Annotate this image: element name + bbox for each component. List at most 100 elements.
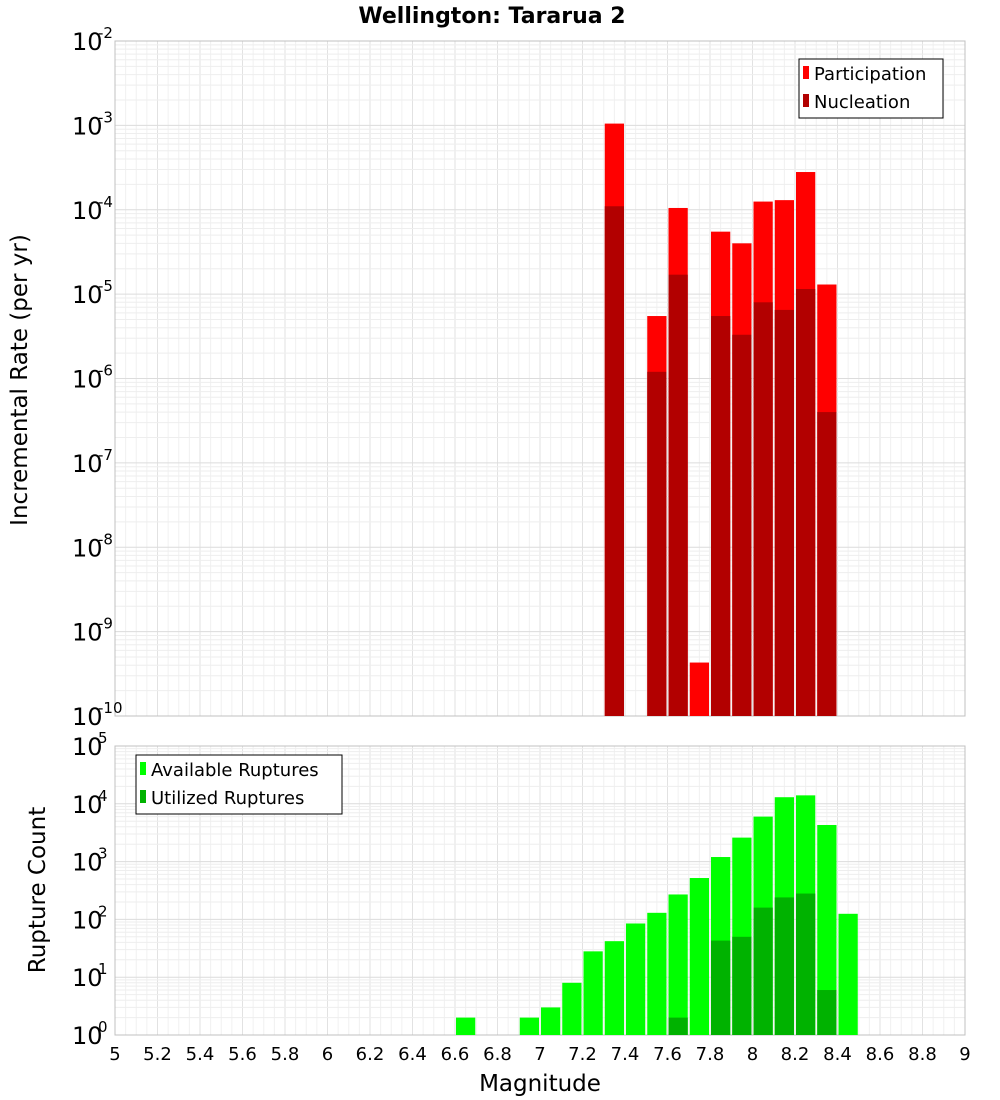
top-bar-nucleation	[796, 289, 816, 716]
svg-text:-7: -7	[98, 446, 113, 464]
bottom-bar-utilized-ruptures	[668, 1017, 688, 1035]
bottom-y-tick-label: 104	[72, 787, 108, 819]
bottom-bar-available-ruptures	[626, 923, 646, 1035]
x-tick-label: 8.6	[866, 1044, 895, 1065]
legend-label-available: Available Ruptures	[151, 760, 319, 781]
top-y-tick-label: 10-8	[72, 530, 113, 562]
bottom-bar-available-ruptures	[668, 894, 688, 1035]
legend-swatch-available	[140, 762, 146, 775]
top-bar-nucleation	[732, 334, 752, 716]
top-y-tick-label: 10-9	[72, 615, 113, 647]
svg-text:3: 3	[98, 845, 108, 863]
x-tick-label: 8.2	[781, 1044, 810, 1065]
svg-text:-5: -5	[98, 277, 113, 295]
svg-text:-8: -8	[98, 530, 113, 548]
x-tick-label: 7.2	[568, 1044, 597, 1065]
top-y-tick-label: 10-3	[72, 108, 113, 140]
bottom-bar-available-ruptures	[583, 951, 603, 1035]
bottom-bar-available-ruptures	[519, 1017, 539, 1035]
x-tick-label: 8.8	[908, 1044, 937, 1065]
svg-text:-2: -2	[98, 24, 113, 42]
top-plot-area	[114, 40, 966, 717]
svg-text:0: 0	[98, 1018, 108, 1036]
svg-text:10: 10	[72, 112, 103, 140]
x-tick-label: 7	[534, 1044, 545, 1065]
svg-text:10: 10	[72, 703, 103, 731]
bottom-bars	[456, 795, 858, 1035]
bottom-y-tick-label: 100	[72, 1018, 108, 1050]
bottom-bar-available-ruptures	[647, 912, 667, 1035]
legend-label-utilized: Utilized Ruptures	[151, 788, 304, 809]
svg-text:10: 10	[72, 619, 103, 647]
bottom-bar-available-ruptures	[541, 1007, 561, 1035]
top-bar-nucleation	[711, 316, 731, 716]
svg-text:-6: -6	[98, 362, 113, 380]
svg-text:5: 5	[98, 729, 108, 747]
svg-text:10: 10	[72, 733, 103, 761]
bottom-legend: Available Ruptures Utilized Ruptures	[135, 754, 343, 815]
svg-text:-3: -3	[98, 108, 113, 126]
svg-text:10: 10	[72, 534, 103, 562]
x-ticks: 5 5.2 5.4 5.6 5.8 6 6.2 6.4 6.6 6.8 7 7.2 7.4 7.6 7.8 8…	[109, 1044, 970, 1065]
svg-text:4: 4	[98, 787, 108, 805]
svg-text:10: 10	[72, 281, 103, 309]
bottom-plot-area	[114, 745, 966, 1036]
top-bar-nucleation	[753, 302, 773, 716]
top-bar-nucleation	[817, 412, 837, 716]
x-tick-label: 6	[322, 1044, 333, 1065]
x-tick-label: 5.8	[271, 1044, 300, 1065]
svg-text:10: 10	[72, 791, 103, 819]
bottom-bar-utilized-ruptures	[711, 940, 731, 1035]
x-tick-label: 7.4	[611, 1044, 640, 1065]
legend-label-participation: Participation	[814, 64, 926, 85]
legend-swatch-utilized	[140, 790, 146, 803]
svg-text:-4: -4	[98, 193, 113, 211]
svg-text:10: 10	[72, 197, 103, 225]
bottom-bar-utilized-ruptures	[817, 990, 837, 1035]
x-tick-label: 8.4	[823, 1044, 852, 1065]
svg-text:10: 10	[72, 1022, 103, 1050]
bottom-bar-available-ruptures	[817, 824, 837, 1035]
svg-text:1: 1	[98, 960, 108, 978]
x-tick-label: 9	[959, 1044, 970, 1065]
bottom-bar-available-ruptures	[562, 982, 582, 1035]
top-y-axis-label: Incremental Rate (per yr)	[7, 234, 33, 526]
top-legend: Participation Nucleation	[798, 58, 944, 119]
x-tick-label: 6.4	[398, 1044, 427, 1065]
bottom-y-tick-label: 101	[72, 960, 108, 992]
x-tick-label: 6.8	[483, 1044, 512, 1065]
legend-swatch-nucleation	[803, 94, 809, 107]
top-bar-nucleation	[668, 274, 688, 716]
bottom-bar-utilized-ruptures	[732, 936, 752, 1035]
bottom-y-tick-label: 102	[72, 902, 108, 934]
bottom-bar-available-ruptures	[604, 941, 624, 1035]
x-tick-label: 5.6	[228, 1044, 257, 1065]
bottom-legend-box	[135, 754, 343, 815]
x-tick-label: 7.6	[653, 1044, 682, 1065]
x-tick-label: 8	[747, 1044, 758, 1065]
bottom-bar-utilized-ruptures	[774, 897, 794, 1035]
top-legend-box	[798, 58, 944, 119]
top-y-tick-label: 10-4	[72, 193, 113, 225]
svg-text:2: 2	[98, 902, 108, 920]
x-tick-label: 5	[109, 1044, 120, 1065]
svg-text:10: 10	[72, 964, 103, 992]
bottom-y-axis-label: Rupture Count	[25, 807, 51, 973]
legend-label-nucleation: Nucleation	[814, 92, 910, 113]
x-tick-label: 6.6	[441, 1044, 470, 1065]
svg-text:10: 10	[72, 28, 103, 56]
svg-text:10: 10	[72, 366, 103, 394]
chart-title: Wellington: Tararua 2	[358, 4, 625, 29]
top-bar-participation	[689, 662, 709, 716]
top-y-tick-label: 10-2	[72, 24, 113, 56]
top-y-tick-label: 10-7	[72, 446, 113, 478]
top-y-tick-label: 10-10	[72, 699, 123, 731]
bottom-bar-utilized-ruptures	[796, 893, 816, 1035]
bottom-y-tick-label: 105	[72, 729, 108, 761]
top-plot-grid	[114, 41, 966, 717]
svg-text:-9: -9	[98, 615, 113, 633]
svg-text:-10: -10	[98, 699, 123, 717]
